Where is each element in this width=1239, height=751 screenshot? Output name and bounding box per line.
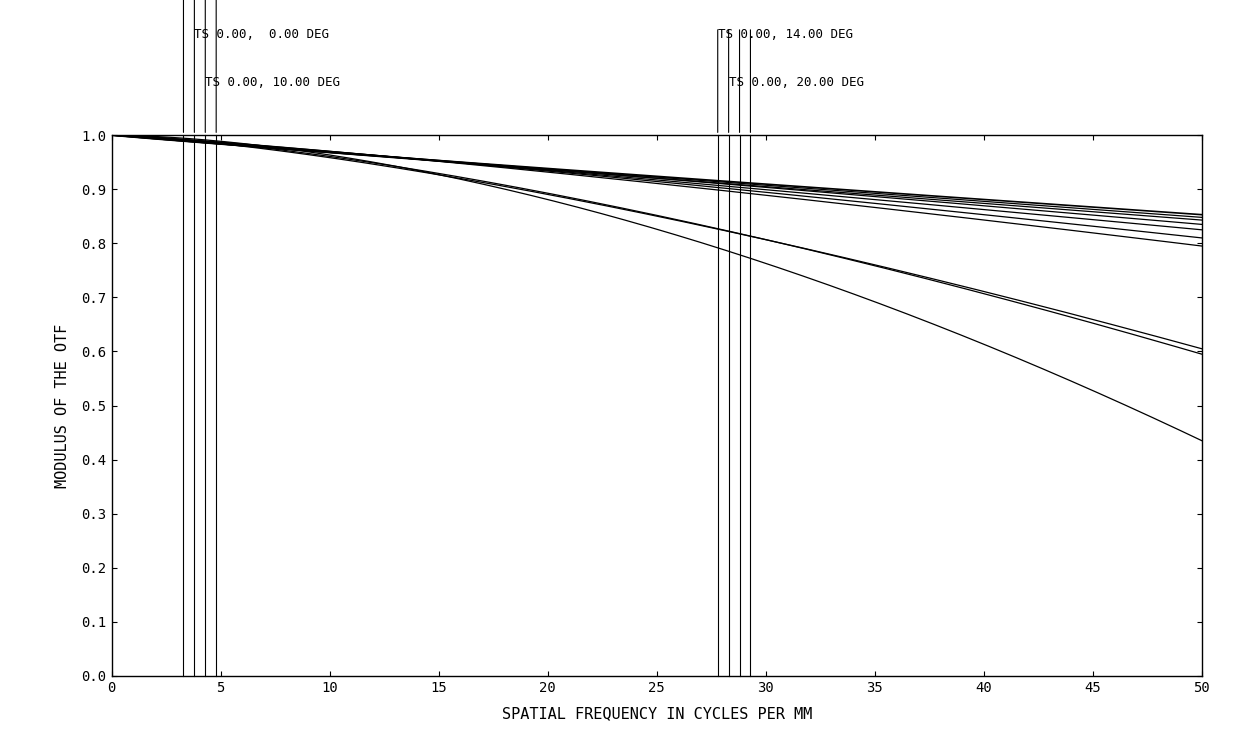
Y-axis label: MODULUS OF THE OTF: MODULUS OF THE OTF <box>56 324 71 487</box>
Text: TS 0.00,  0.00 DEG: TS 0.00, 0.00 DEG <box>195 28 330 41</box>
Text: TS 0.00, 20.00 DEG: TS 0.00, 20.00 DEG <box>729 76 864 89</box>
Text: TS 0.00, 14.00 DEG: TS 0.00, 14.00 DEG <box>717 28 852 41</box>
X-axis label: SPATIAL FREQUENCY IN CYCLES PER MM: SPATIAL FREQUENCY IN CYCLES PER MM <box>502 706 812 721</box>
Text: TS 0.00, 10.00 DEG: TS 0.00, 10.00 DEG <box>206 76 341 89</box>
